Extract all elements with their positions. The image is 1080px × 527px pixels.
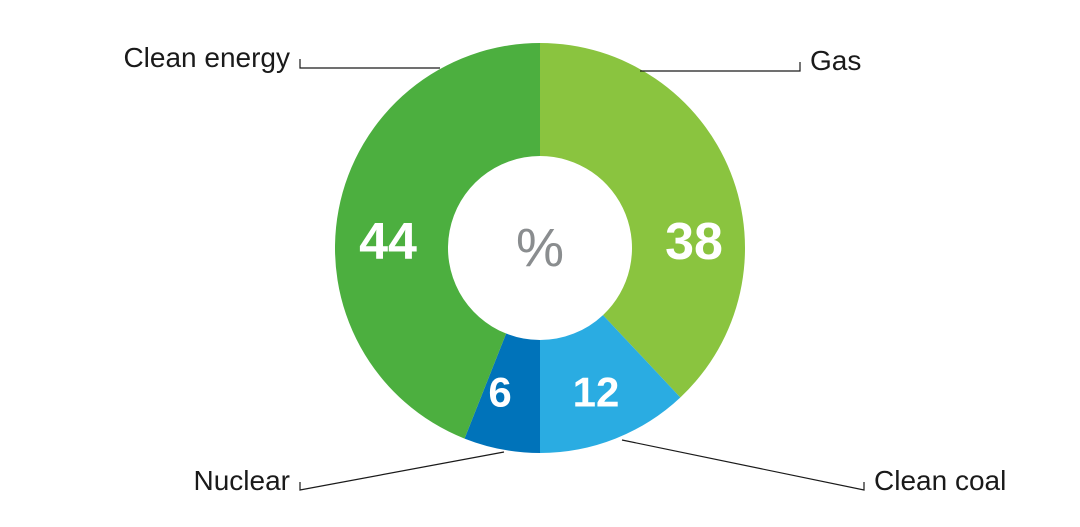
callout-label-gas: Gas (810, 45, 861, 76)
slice-value-clean-coal: 12 (573, 369, 620, 416)
center-percent-symbol: % (516, 218, 564, 278)
energy-donut-chart: % 38 12 6 44 Gas Clean coal Nuclear Clean energy (0, 0, 1080, 527)
callout-label-clean-coal: Clean coal (874, 465, 1006, 496)
callout-label-clean-energy: Clean energy (123, 42, 290, 73)
callout-label-nuclear: Nuclear (194, 465, 290, 496)
slice-value-gas: 38 (665, 213, 723, 271)
slice-value-nuclear: 6 (488, 369, 511, 416)
slice-value-clean-energy: 44 (359, 213, 417, 271)
